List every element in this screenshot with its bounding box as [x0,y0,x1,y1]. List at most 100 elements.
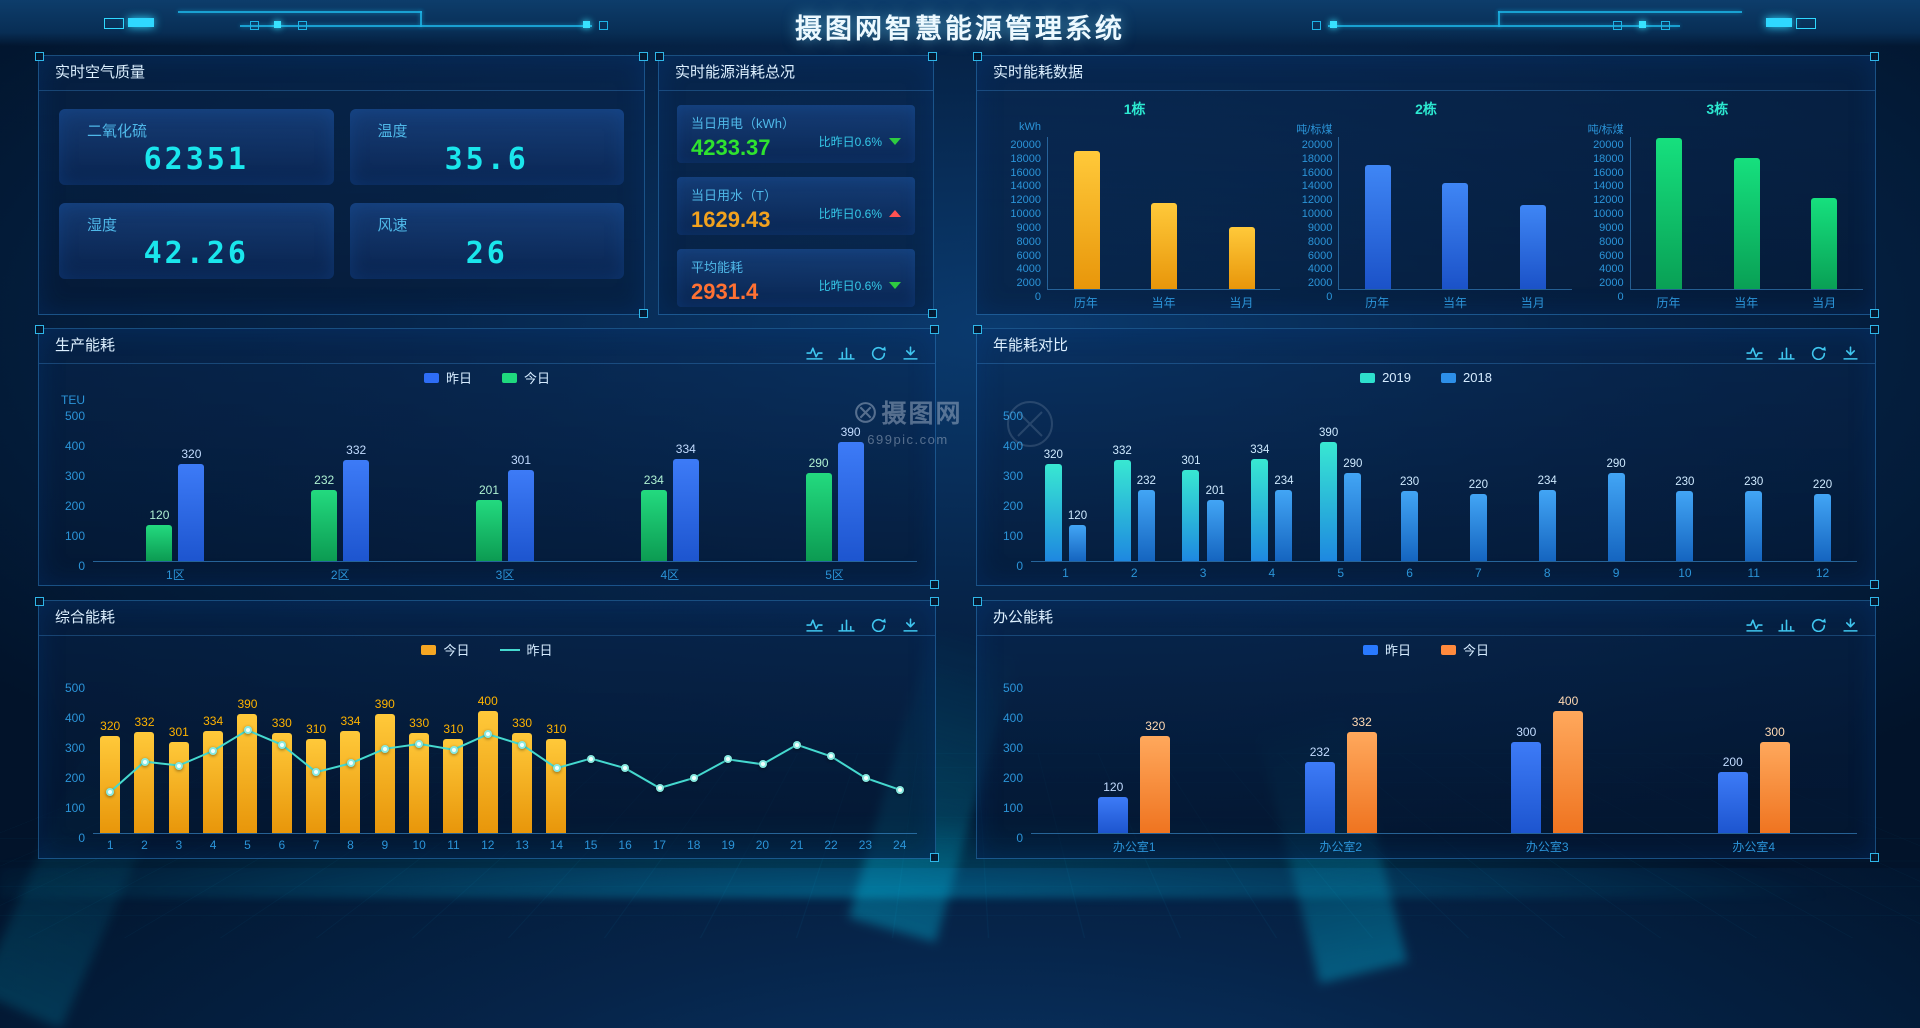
y-tick-label: 500 [64,409,85,423]
x-tick-label: 当月 [1812,296,1837,310]
legend-item[interactable]: 昨日 [499,640,553,659]
bar-chart-icon[interactable] [1778,611,1795,632]
bar-value-label: 334 [675,442,696,457]
line-chart-icon[interactable] [1746,611,1763,632]
legend-item[interactable]: 2018 [1441,370,1492,385]
bar-value-label: 290 [1606,457,1626,470]
category-slot: 320 [93,681,127,833]
bar-value-label: 301 [510,452,531,467]
download-icon[interactable] [902,339,919,360]
legend-item[interactable]: 昨日 [423,368,472,387]
download-icon[interactable] [1842,339,1859,360]
y-axis-unit: 吨/标煤 [1587,124,1624,136]
chart-toolbar [806,339,919,360]
corner-accent [1870,580,1879,589]
bar-value-label: 332 [346,443,367,458]
refresh-icon[interactable] [870,339,887,360]
y-tick-label: 500 [1002,681,1023,695]
bar-value-label: 390 [237,697,258,712]
mini-chart-plot [1338,137,1572,290]
x-axis: 办公室1 办公室2 办公室3 办公室4 [1031,834,1857,860]
x-tick-label: 8 [1543,566,1551,580]
bar-value-label: 200 [1722,755,1743,770]
x-tick-label: 11 [1747,566,1760,580]
download-icon[interactable] [1842,611,1859,632]
y-axis-ticks: 20000 18000 16000 14000 12000 10000 9000 8000 60… [1302,139,1339,303]
legend-item[interactable]: 昨日 [1362,640,1411,659]
x-tick-label: 历年 [1365,296,1390,310]
panel-energy-summary: 实时能源消耗总况 当日用电（kWh） 4233.37 比昨日0.6% 当日用水（T） 1… [655,52,937,318]
bar [1733,157,1760,289]
legend-item[interactable]: 今日 [421,640,470,659]
refresh-icon[interactable] [870,611,887,632]
category-group: 230 [1650,409,1719,561]
legend-item[interactable]: 今日 [1441,640,1489,659]
bar-value-label: 400 [1558,694,1579,709]
bar [1044,463,1062,561]
line-point [724,755,733,764]
bar-value-label: 334 [1250,444,1270,457]
x-tick-label: 9 [381,838,389,852]
bar-chart-icon[interactable] [838,339,855,360]
stat-card: 湿度 42.26 [59,203,334,279]
corner-accent [928,52,937,61]
refresh-icon[interactable] [1810,339,1827,360]
line-point [552,764,561,773]
y-axis-unit: TEU [61,393,85,407]
bar-value-label: 332 [1351,715,1372,730]
y-tick-label: 6000 [1599,249,1624,262]
chart-legend: 昨日 今日 [39,364,935,391]
legend-item[interactable]: 2019 [1360,370,1411,385]
x-tick-label: 18 [687,838,701,852]
bar-value-label: 290 [808,455,829,470]
x-tick-label: 当年 [1151,296,1176,310]
bar-value-label: 232 [1136,475,1156,488]
bar [1137,490,1155,561]
bar [146,524,173,561]
summary-row-value: 4233.37 [691,135,771,160]
line-chart-icon[interactable] [806,339,823,360]
line-chart-icon[interactable] [806,611,823,632]
trend-up-icon [889,210,901,217]
line-chart-icon[interactable] [1746,339,1763,360]
bar-value-label: 400 [477,694,498,709]
category-group: 120 320 [93,409,258,561]
legend-label: 昨日 [526,643,553,658]
bar [1538,489,1556,561]
category-group: 201 301 [423,409,588,561]
chart-plot: 120 320 232 332 300 400 200 300 [1031,681,1857,834]
yearly-chart: 500 400 300 200 100 0 320 120 332 232 301 201 334 234… [977,391,1875,588]
bar-value-label: 320 [181,446,202,461]
bar-chart-icon[interactable] [838,611,855,632]
bar-value-label: 334 [340,714,361,729]
legend-label: 今日 [443,643,470,658]
bar-chart-icon[interactable] [1778,339,1795,360]
legend-label: 今日 [524,371,551,386]
refresh-icon[interactable] [1810,611,1827,632]
category-slot: 400 [471,681,505,833]
x-tick-label: 21 [790,838,804,852]
line-point [346,759,355,768]
download-icon[interactable] [902,611,919,632]
x-tick-label: 5区 [825,568,844,582]
y-axis-ticks: 20000 18000 16000 14000 12000 10000 9000 8000 60… [1593,139,1630,303]
x-tick-label: 11 [447,838,460,852]
bar-value-label: 300 [1764,724,1785,739]
panel-header: 综合能耗 [39,601,935,636]
x-tick-label: 1区 [166,568,185,582]
bar [1511,741,1542,833]
legend-item[interactable]: 今日 [502,368,550,387]
line-point [380,744,389,753]
y-tick-label: 400 [64,711,85,725]
bar-value-label: 310 [546,721,567,736]
y-tick-label: 16000 [1010,166,1041,179]
compare-text: 比昨日0.6% [819,205,901,222]
bar [203,731,224,833]
y-tick-label: 0 [78,559,85,573]
mini-charts: 1栋 kWh 20000 18000 16000 14000 12000 10000 9000 8… [977,91,1875,316]
y-tick-label: 400 [1002,439,1023,453]
x-tick-label: 当年 [1442,296,1467,310]
legend-marker [421,644,437,655]
legend-marker [1441,644,1456,655]
mini-chart: 3栋 吨/标煤 20000 18000 16000 14000 12000 10000 9000… [1572,99,1863,316]
